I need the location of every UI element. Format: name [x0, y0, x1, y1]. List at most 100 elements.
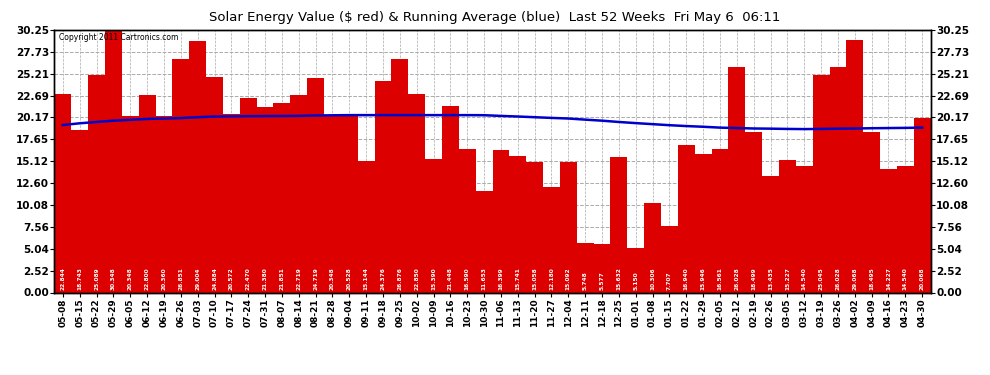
- Text: 15.092: 15.092: [566, 267, 571, 290]
- Bar: [830, 67, 846, 292]
- Bar: [458, 148, 475, 292]
- Text: 5.748: 5.748: [583, 271, 588, 290]
- Text: 29.068: 29.068: [852, 267, 857, 290]
- Bar: [510, 156, 527, 292]
- Text: 15.144: 15.144: [363, 267, 368, 290]
- Text: 20.348: 20.348: [330, 267, 335, 290]
- Text: 20.528: 20.528: [346, 267, 351, 290]
- Bar: [695, 154, 712, 292]
- Text: 30.348: 30.348: [111, 267, 116, 290]
- Text: 7.707: 7.707: [667, 271, 672, 290]
- Text: 12.180: 12.180: [549, 267, 554, 290]
- Bar: [189, 41, 206, 292]
- Bar: [172, 60, 189, 292]
- Text: 22.719: 22.719: [296, 267, 301, 290]
- Text: 22.800: 22.800: [145, 267, 149, 290]
- Bar: [391, 59, 408, 292]
- Text: 18.499: 18.499: [751, 267, 756, 290]
- Bar: [307, 78, 324, 292]
- Text: Copyright 2011 Cartronics.com: Copyright 2011 Cartronics.com: [58, 33, 178, 42]
- Bar: [729, 67, 745, 292]
- Text: 20.572: 20.572: [229, 267, 234, 290]
- Bar: [644, 203, 661, 292]
- Bar: [290, 95, 307, 292]
- Bar: [71, 130, 88, 292]
- Text: 15.741: 15.741: [516, 267, 521, 290]
- Text: 16.940: 16.940: [684, 267, 689, 290]
- Text: 15.390: 15.390: [431, 267, 436, 290]
- Text: 13.435: 13.435: [768, 267, 773, 290]
- Text: 24.884: 24.884: [212, 267, 217, 290]
- Bar: [442, 106, 458, 292]
- Text: 14.540: 14.540: [802, 267, 807, 290]
- Bar: [914, 118, 931, 292]
- Text: 21.380: 21.380: [262, 267, 267, 290]
- Bar: [594, 244, 611, 292]
- Bar: [374, 81, 391, 292]
- Text: 24.376: 24.376: [380, 267, 385, 290]
- Bar: [527, 162, 544, 292]
- Text: 20.348: 20.348: [128, 267, 133, 290]
- Text: 22.850: 22.850: [414, 267, 419, 290]
- Bar: [863, 132, 880, 292]
- Text: 14.540: 14.540: [903, 267, 908, 290]
- Text: 10.306: 10.306: [650, 267, 655, 290]
- Text: 26.028: 26.028: [735, 267, 740, 290]
- Text: 15.946: 15.946: [701, 267, 706, 290]
- Bar: [425, 159, 442, 292]
- Bar: [341, 114, 357, 292]
- Text: 16.590: 16.590: [464, 267, 469, 290]
- Text: 15.227: 15.227: [785, 267, 790, 290]
- Bar: [408, 94, 425, 292]
- Bar: [357, 161, 374, 292]
- Text: 26.851: 26.851: [178, 267, 183, 290]
- Bar: [796, 166, 813, 292]
- Bar: [779, 160, 796, 292]
- Text: 26.028: 26.028: [836, 267, 841, 290]
- Text: 29.004: 29.004: [195, 267, 200, 290]
- Bar: [122, 116, 139, 292]
- Text: 11.653: 11.653: [481, 267, 487, 290]
- Text: 25.045: 25.045: [819, 267, 824, 290]
- Text: 26.876: 26.876: [397, 267, 402, 290]
- Text: 14.227: 14.227: [886, 267, 891, 290]
- Bar: [206, 76, 223, 292]
- Bar: [223, 114, 240, 292]
- Bar: [544, 187, 560, 292]
- Text: 5.150: 5.150: [634, 271, 639, 290]
- Text: 18.743: 18.743: [77, 267, 82, 290]
- Bar: [628, 248, 644, 292]
- Bar: [155, 116, 172, 292]
- Bar: [560, 162, 577, 292]
- Bar: [762, 176, 779, 292]
- Text: 15.058: 15.058: [533, 267, 538, 290]
- Bar: [880, 169, 897, 292]
- Bar: [846, 40, 863, 292]
- Text: 20.068: 20.068: [920, 267, 925, 290]
- Bar: [105, 29, 122, 292]
- Bar: [678, 146, 695, 292]
- Bar: [577, 243, 594, 292]
- Text: 22.844: 22.844: [60, 267, 65, 290]
- Bar: [493, 150, 510, 292]
- Bar: [54, 94, 71, 292]
- Text: 21.448: 21.448: [447, 267, 452, 290]
- Bar: [256, 107, 273, 292]
- Bar: [661, 226, 678, 292]
- Text: 16.399: 16.399: [498, 267, 504, 290]
- Text: 15.632: 15.632: [617, 267, 622, 290]
- Bar: [240, 98, 256, 292]
- Text: Solar Energy Value ($ red) & Running Average (blue)  Last 52 Weeks  Fri May 6  0: Solar Energy Value ($ red) & Running Ave…: [209, 11, 781, 24]
- Text: 18.495: 18.495: [869, 267, 874, 290]
- Bar: [324, 116, 341, 292]
- Text: 20.360: 20.360: [161, 267, 166, 290]
- Bar: [475, 191, 493, 292]
- Text: 5.577: 5.577: [600, 271, 605, 290]
- Text: 22.470: 22.470: [246, 267, 250, 290]
- Bar: [88, 75, 105, 292]
- Bar: [745, 132, 762, 292]
- Text: 25.089: 25.089: [94, 267, 99, 290]
- Bar: [611, 157, 628, 292]
- Bar: [813, 75, 830, 292]
- Bar: [712, 149, 729, 292]
